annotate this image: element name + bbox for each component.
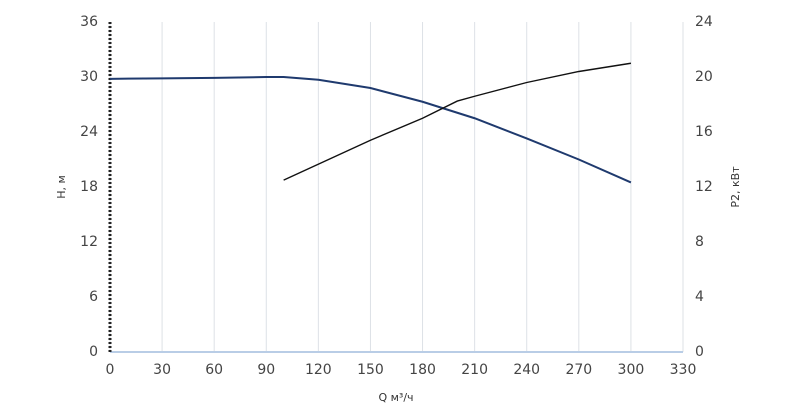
x-tick-label: 30 [153, 362, 171, 378]
x-tick-label: 270 [565, 362, 592, 378]
x-tick-label: 0 [106, 362, 115, 378]
line-series [109, 76, 632, 184]
y-tick-label: 18 [80, 179, 98, 195]
x-tick-label: 180 [409, 362, 436, 378]
x-tick-label: 60 [205, 362, 223, 378]
y-tick-label: 0 [89, 344, 98, 360]
y-tick-label: 36 [80, 14, 98, 30]
y-axis-label: H, м [55, 175, 68, 199]
y-tick-label: 6 [89, 289, 98, 305]
x-tick-label: 240 [513, 362, 540, 378]
line-series [283, 62, 632, 181]
y2-tick-label: 4 [695, 289, 704, 305]
y-tick-label: 24 [80, 124, 98, 140]
y2-tick-label: 0 [695, 344, 704, 360]
x-tick-label: 210 [461, 362, 488, 378]
y2-tick-label: 16 [695, 124, 713, 140]
y2-axis-label: P2, кВт [729, 166, 742, 208]
x-axis-label: Q м³/ч [378, 391, 413, 404]
x-tick-label: 330 [670, 362, 697, 378]
y-tick-label: 12 [80, 234, 98, 250]
y2-tick-label: 20 [695, 69, 713, 85]
x-tick-label: 300 [618, 362, 645, 378]
x-tick-label: 90 [257, 362, 275, 378]
y2-tick-label: 24 [695, 14, 713, 30]
y2-tick-label: 8 [695, 234, 704, 250]
x-tick-label: 120 [305, 362, 332, 378]
x-tick-label: 150 [357, 362, 384, 378]
y-tick-label: 30 [80, 69, 98, 85]
y2-tick-label: 12 [695, 179, 713, 195]
